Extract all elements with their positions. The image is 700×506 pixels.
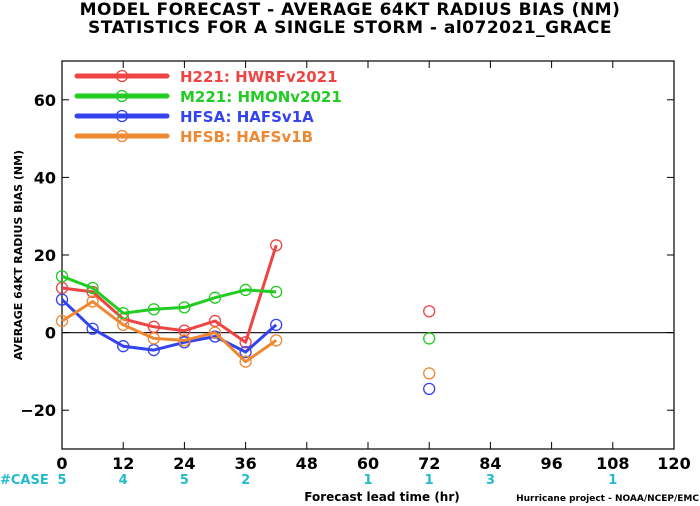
credit-text: Hurricane project - NOAA/NCEP/EMC (516, 494, 699, 504)
case-count-value: 3 (486, 473, 495, 488)
data-point-hfsb (147, 332, 160, 345)
case-count-value: 5 (57, 473, 66, 488)
data-point-hfsb (239, 355, 252, 368)
data-point-m221 (178, 301, 191, 314)
y-tick-label: 40 (34, 168, 56, 187)
x-tick-label: 84 (479, 454, 501, 473)
case-count-value: 4 (119, 473, 128, 488)
case-count-value: 5 (180, 473, 189, 488)
x-tick-label: 36 (234, 454, 256, 473)
data-point-m221 (86, 281, 99, 295)
x-tick-label: 72 (418, 454, 440, 473)
data-point-m221 (239, 283, 252, 297)
legend-marker-hfsb (115, 129, 129, 143)
x-tick-label: 120 (657, 454, 690, 473)
x-tick-label: 96 (540, 454, 562, 473)
y-axis-label: AVERAGE 64KT RADIUS BIAS (NM) (12, 150, 25, 360)
legend-marker-m221 (115, 89, 129, 103)
data-point-hfsb (86, 295, 99, 308)
data-point-hfsa (86, 322, 99, 335)
chart-title: MODEL FORECAST - AVERAGE 64KT RADIUS BIA… (79, 0, 621, 20)
data-point-hfsb (178, 334, 191, 347)
case-count-label: #CASE (0, 473, 49, 488)
data-point-h221 (423, 305, 436, 318)
x-tick-label: 0 (56, 454, 67, 473)
data-point-hfsa (117, 340, 130, 353)
data-point-h221 (270, 239, 283, 252)
y-tick-label: 0 (45, 324, 56, 343)
case-count-value: 1 (608, 473, 617, 488)
x-tick-label: 108 (596, 454, 629, 473)
legend-label-hfsa: HFSA: HAFSv1A (180, 108, 314, 126)
data-point-h221 (239, 336, 252, 349)
chart-subtitle: STATISTICS FOR A SINGLE STORM - al072021… (88, 18, 612, 38)
legend-label-m221: M221: HMONv2021 (180, 88, 342, 106)
data-point-m221 (55, 270, 69, 283)
legend-marker-h221 (115, 69, 129, 83)
data-point-hfsa (270, 318, 283, 331)
legend-label-h221: H221: HWRFv2021 (180, 68, 338, 86)
y-tick-label: 20 (34, 246, 56, 265)
data-point-hfsb (55, 314, 69, 328)
case-count-value: 1 (425, 473, 434, 488)
series-line-h221 (61, 244, 278, 344)
data-point-m221 (423, 332, 436, 345)
data-point-hfsb (423, 367, 436, 380)
case-count-value: 1 (363, 473, 372, 488)
x-tick-label: 48 (296, 454, 318, 473)
x-axis-label: Forecast lead time (hr) (304, 490, 460, 504)
data-point-hfsb (208, 326, 222, 339)
x-tick-label: 12 (112, 454, 134, 473)
data-point-m221 (147, 303, 160, 316)
x-tick-label: 24 (173, 454, 195, 473)
data-point-m221 (270, 285, 283, 299)
data-point-hfsa (423, 382, 436, 396)
legend-marker-hfsa (115, 109, 129, 123)
data-point-hfsb (270, 334, 283, 347)
x-tick-label: 60 (357, 454, 379, 473)
y-tick-label: −20 (20, 401, 56, 420)
plot-frame (61, 60, 675, 450)
data-point-hfsa (239, 345, 252, 359)
series-line-hfsb (61, 300, 278, 364)
data-point-hfsa (55, 293, 69, 306)
legend-label-hfsb: HFSB: HAFSv1B (180, 128, 313, 146)
case-count-value: 2 (241, 473, 250, 488)
data-point-hfsb (117, 318, 130, 331)
y-tick-label: 60 (34, 91, 56, 110)
data-point-m221 (208, 291, 222, 304)
